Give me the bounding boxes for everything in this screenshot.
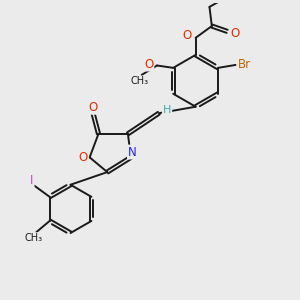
Text: CH₃: CH₃ <box>25 233 43 243</box>
Text: O: O <box>88 101 98 114</box>
Text: N: N <box>128 146 137 159</box>
Text: O: O <box>79 152 88 164</box>
Text: I: I <box>30 174 34 187</box>
Text: CH₃: CH₃ <box>130 76 148 86</box>
Text: O: O <box>144 58 153 70</box>
Text: O: O <box>230 27 239 40</box>
Text: O: O <box>183 29 192 42</box>
Text: Br: Br <box>237 58 250 71</box>
Text: H: H <box>163 105 171 115</box>
